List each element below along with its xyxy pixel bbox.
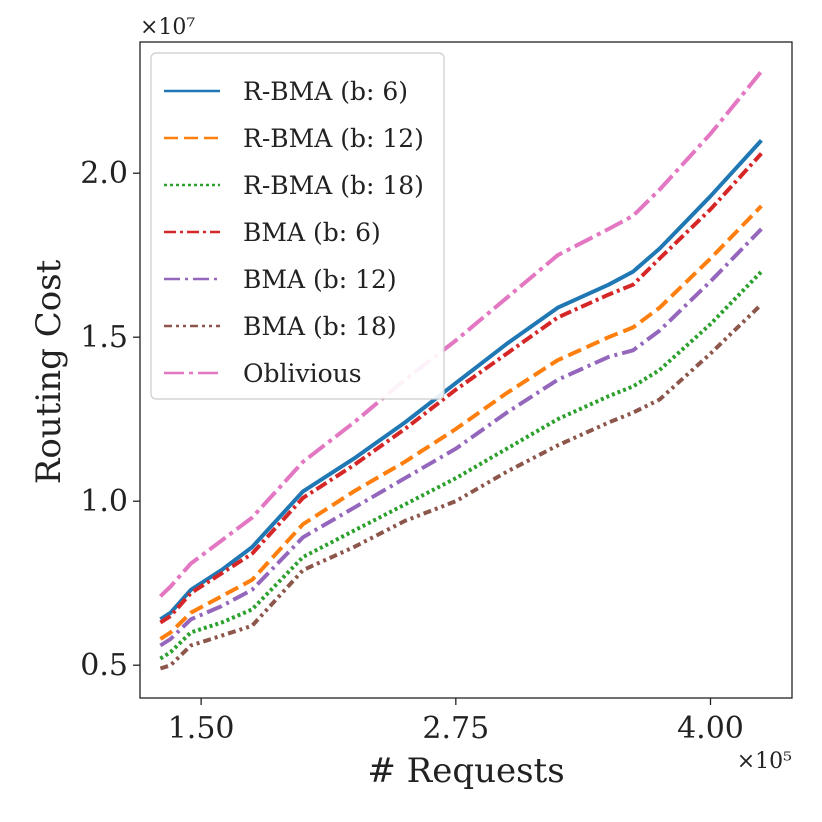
axis-ticks: 1.50 2.75 4.00 0.5 1.0 1.5 2.0 [80, 156, 744, 746]
plot-frame [139, 41, 793, 699]
legend-box [150, 52, 445, 400]
y-axis-multiplier: ×10⁷ [140, 15, 195, 40]
y-axis-label: Routing Cost [29, 259, 69, 484]
series-line-5 [159, 227, 763, 648]
legend-label-4: BMA (b: 6) [243, 218, 381, 247]
legend-label-5: BMA (b: 12) [243, 265, 397, 294]
y-tick-label: 1.0 [80, 484, 128, 519]
legend-label-1: R-BMA (b: 6) [243, 77, 408, 106]
x-tick-label: 1.50 [168, 711, 235, 746]
x-tick-label: 4.00 [677, 711, 744, 746]
legend-label-6: BMA (b: 18) [243, 312, 397, 341]
series-line-4 [159, 152, 763, 625]
legend-label-3: R-BMA (b: 18) [243, 171, 424, 200]
series-line-1 [159, 139, 763, 621]
x-axis-multiplier: ×10⁵ [737, 749, 792, 774]
series-line-2 [159, 204, 763, 641]
legend-label-2: R-BMA (b: 12) [243, 124, 424, 153]
y-tick-label: 1.5 [80, 320, 128, 355]
legend-label-7: Oblivious [243, 359, 362, 388]
series-line-6 [159, 302, 763, 671]
x-axis-label: # Requests [367, 751, 564, 791]
y-tick-label: 2.0 [80, 156, 128, 191]
legend: R-BMA (b: 6) R-BMA (b: 12) R-BMA (b: 18) BM… [150, 52, 445, 400]
x-tick-label: 2.75 [422, 711, 489, 746]
y-tick-label: 0.5 [80, 648, 128, 683]
series-line-3 [159, 270, 763, 661]
